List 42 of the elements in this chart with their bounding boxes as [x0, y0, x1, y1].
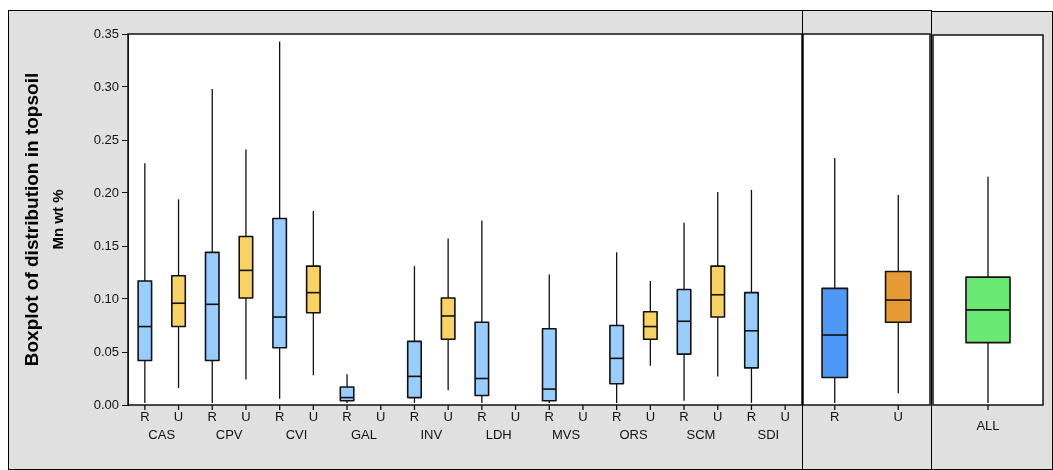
x-tick-label: ALL [976, 418, 1000, 434]
x-tick-label: U [173, 409, 184, 425]
x-tick-label: U [645, 409, 656, 425]
x-tick-label: U [780, 409, 790, 425]
y-tick-label: 0.10 [93, 290, 119, 306]
x-tick-label: U [713, 409, 723, 425]
x-tick-label: U [578, 409, 588, 425]
text: MVS [552, 427, 581, 443]
text: CPV [215, 427, 243, 443]
x-tick-label: R [409, 409, 420, 425]
y-tick-label: 0.15 [93, 237, 119, 253]
y-axis-title: Boxplot of distribution in topsoil Mn wt % [21, 72, 67, 367]
y-tick-label: 0.20 [93, 184, 119, 200]
y-tick-label: 0.30 [93, 78, 119, 94]
text: CAS [148, 427, 176, 443]
x-tick-label: R [611, 409, 622, 425]
text: INV [420, 427, 443, 443]
text: CVI [285, 427, 308, 443]
x-tick-label: R [477, 409, 487, 425]
y-tick-label: 0.00 [93, 396, 119, 412]
x-tick-label: U [376, 409, 386, 425]
x-tick-label: U [893, 409, 903, 425]
x-tick-label: U [510, 409, 521, 425]
x-tick-label: R [274, 409, 285, 425]
text: SCM [686, 427, 716, 443]
x-tick-label: R [207, 409, 217, 425]
y-tick-label: 0.35 [93, 25, 119, 41]
x-tick-label: U [308, 409, 319, 425]
text: SDI [757, 427, 780, 443]
x-tick-label: R [140, 409, 150, 425]
text: LDH [485, 427, 512, 443]
y-tick-label: 0.05 [93, 343, 119, 359]
x-tick-label: R [342, 409, 352, 425]
x-tick-label: R [679, 409, 689, 425]
x-tick-label: R [544, 409, 554, 425]
text: GAL [350, 427, 377, 443]
x-tick-label: U [443, 409, 453, 425]
x-tick-label: R [746, 409, 757, 425]
y-tick-label: 0.25 [93, 131, 119, 147]
x-tick-label: R [830, 409, 840, 425]
text: ORS [619, 427, 648, 443]
x-tick-label: U [241, 409, 251, 425]
